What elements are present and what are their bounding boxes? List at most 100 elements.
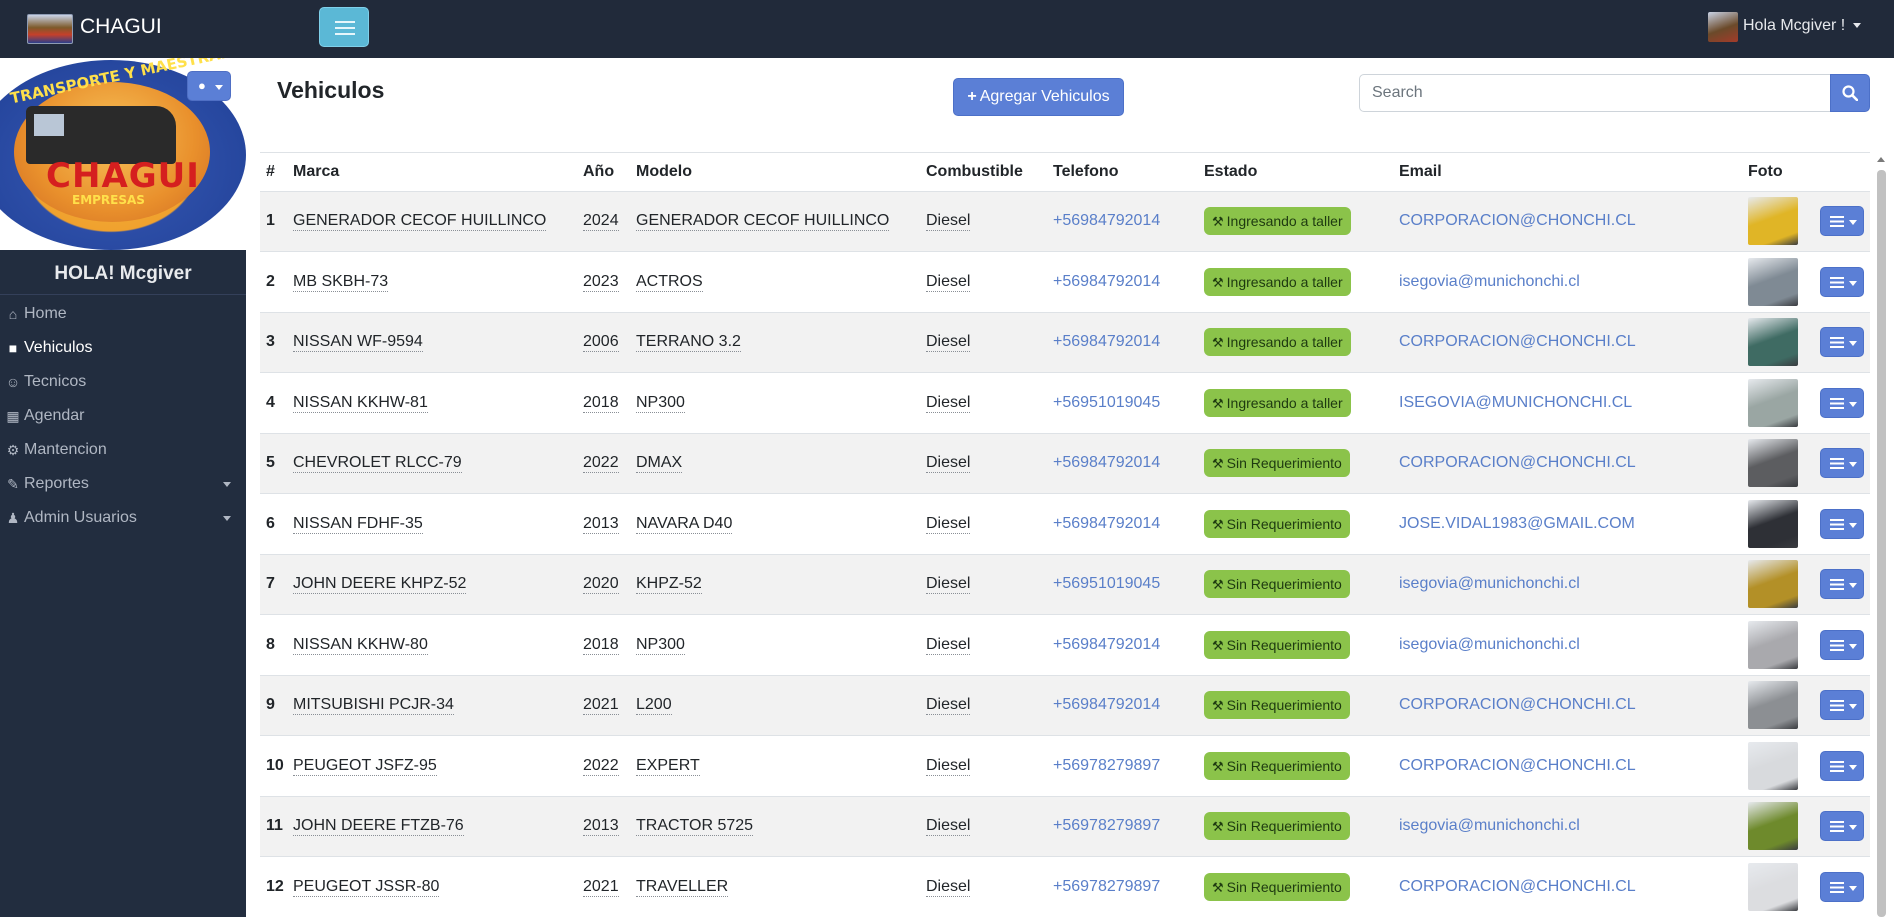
- email-link[interactable]: JOSE.VIDAL1983@GMAIL.COM: [1399, 514, 1635, 532]
- email-link[interactable]: CORPORACION@CHONCHI.CL: [1399, 212, 1636, 230]
- vehicle-modelo[interactable]: KHPZ-52: [636, 575, 702, 595]
- vehicle-marca[interactable]: NISSAN WF-9594: [293, 333, 423, 353]
- row-actions-button[interactable]: [1820, 811, 1864, 842]
- search-input[interactable]: [1359, 74, 1831, 112]
- vehicle-modelo[interactable]: TRAVELLER: [636, 877, 729, 897]
- add-vehicle-button[interactable]: + Agregar Vehiculos: [953, 78, 1124, 116]
- vehicle-marca[interactable]: NISSAN KKHW-81: [293, 393, 428, 413]
- vehicle-photo[interactable]: [1748, 681, 1798, 730]
- vehicle-year[interactable]: 2018: [583, 393, 619, 413]
- row-actions-button[interactable]: [1820, 629, 1864, 660]
- status-badge[interactable]: ⚒ Sin Requerimiento: [1204, 570, 1350, 599]
- phone-link[interactable]: +56984792014: [1053, 333, 1161, 351]
- row-actions-button[interactable]: [1820, 327, 1864, 358]
- vehicle-marca[interactable]: JOHN DEERE KHPZ-52: [293, 575, 467, 595]
- vehicle-fuel[interactable]: Diesel: [926, 514, 971, 534]
- vehicle-photo[interactable]: [1748, 318, 1798, 367]
- vehicle-photo[interactable]: [1748, 802, 1798, 851]
- scroll-up-arrow-icon[interactable]: [1877, 157, 1885, 162]
- status-badge[interactable]: ⚒ Sin Requerimiento: [1204, 509, 1350, 538]
- email-link[interactable]: CORPORACION@CHONCHI.CL: [1399, 877, 1636, 895]
- sidebar-item-admin-usuarios[interactable]: ♟ Admin Usuarios: [0, 503, 246, 533]
- user-menu-toggle[interactable]: Hola Mcgiver !: [1743, 17, 1846, 34]
- vehicle-marca[interactable]: MITSUBISHI PCJR-34: [293, 696, 454, 716]
- status-badge[interactable]: ⚒ Ingresando a taller: [1204, 207, 1351, 236]
- status-badge[interactable]: ⚒ Sin Requerimiento: [1204, 751, 1350, 780]
- vehicle-year[interactable]: 2021: [583, 696, 619, 716]
- vehicle-marca[interactable]: PEUGEOT JSFZ-95: [293, 756, 437, 776]
- status-badge[interactable]: ⚒ Ingresando a taller: [1204, 267, 1351, 296]
- vehicle-photo[interactable]: [1748, 439, 1798, 488]
- vehicle-photo[interactable]: [1748, 197, 1798, 246]
- row-actions-button[interactable]: [1820, 448, 1864, 479]
- vehicle-marca[interactable]: NISSAN KKHW-80: [293, 635, 428, 655]
- vehicle-photo[interactable]: [1748, 499, 1798, 548]
- vehicle-marca[interactable]: PEUGEOT JSSR-80: [293, 877, 440, 897]
- email-link[interactable]: isegovia@munichonchi.cl: [1399, 575, 1580, 593]
- row-actions-button[interactable]: [1820, 569, 1864, 600]
- vehicle-year[interactable]: 2013: [583, 817, 619, 837]
- row-actions-button[interactable]: [1820, 750, 1864, 781]
- row-actions-button[interactable]: [1820, 387, 1864, 418]
- email-link[interactable]: isegovia@munichonchi.cl: [1399, 635, 1580, 653]
- avatar[interactable]: [1708, 12, 1738, 42]
- vehicle-modelo[interactable]: ACTROS: [636, 272, 703, 292]
- phone-link[interactable]: +56951019045: [1053, 393, 1161, 411]
- brand-logo[interactable]: [27, 14, 73, 44]
- vehicle-fuel[interactable]: Diesel: [926, 696, 971, 716]
- vehicle-fuel[interactable]: Diesel: [926, 575, 971, 595]
- vehicle-fuel[interactable]: Diesel: [926, 756, 971, 776]
- vehicle-year[interactable]: 2018: [583, 635, 619, 655]
- brand-name[interactable]: CHAGUI: [80, 15, 162, 38]
- vehicle-year[interactable]: 2020: [583, 575, 619, 595]
- scrollbar-thumb[interactable]: [1877, 170, 1886, 917]
- email-link[interactable]: CORPORACION@CHONCHI.CL: [1399, 696, 1636, 714]
- row-actions-button[interactable]: [1820, 690, 1864, 721]
- email-link[interactable]: CORPORACION@CHONCHI.CL: [1399, 333, 1636, 351]
- vehicle-fuel[interactable]: Diesel: [926, 454, 971, 474]
- phone-link[interactable]: +56984792014: [1053, 635, 1161, 653]
- profile-dropdown-button[interactable]: ●: [187, 71, 231, 101]
- email-link[interactable]: CORPORACION@CHONCHI.CL: [1399, 756, 1636, 774]
- vehicle-fuel[interactable]: Diesel: [926, 877, 971, 897]
- phone-link[interactable]: +56984792014: [1053, 696, 1161, 714]
- vehicle-fuel[interactable]: Diesel: [926, 212, 971, 232]
- sidebar-item-vehiculos[interactable]: ■ Vehiculos: [0, 333, 246, 363]
- sidebar-toggle-button[interactable]: [319, 7, 369, 47]
- search-button[interactable]: [1830, 74, 1870, 112]
- vehicle-photo[interactable]: [1748, 560, 1798, 609]
- vehicle-year[interactable]: 2024: [583, 212, 619, 232]
- vehicle-fuel[interactable]: Diesel: [926, 817, 971, 837]
- sidebar-item-reportes[interactable]: ✎ Reportes: [0, 469, 246, 499]
- vehicle-photo[interactable]: [1748, 862, 1798, 911]
- row-actions-button[interactable]: [1820, 206, 1864, 237]
- vehicle-fuel[interactable]: Diesel: [926, 333, 971, 353]
- vehicle-modelo[interactable]: NP300: [636, 393, 685, 413]
- vehicle-year[interactable]: 2023: [583, 272, 619, 292]
- status-badge[interactable]: ⚒ Sin Requerimiento: [1204, 872, 1350, 901]
- phone-link[interactable]: +56951019045: [1053, 575, 1161, 593]
- status-badge[interactable]: ⚒ Sin Requerimiento: [1204, 812, 1350, 841]
- sidebar-item-mantencion[interactable]: ⚙ Mantencion: [0, 435, 246, 465]
- vehicle-modelo[interactable]: DMAX: [636, 454, 683, 474]
- vehicle-modelo[interactable]: NP300: [636, 635, 685, 655]
- phone-link[interactable]: +56984792014: [1053, 514, 1161, 532]
- vehicle-modelo[interactable]: GENERADOR CECOF HUILLINCO: [636, 212, 890, 232]
- vehicle-photo[interactable]: [1748, 257, 1798, 306]
- vehicle-modelo[interactable]: EXPERT: [636, 756, 700, 776]
- phone-link[interactable]: +56978279897: [1053, 877, 1161, 895]
- row-actions-button[interactable]: [1820, 266, 1864, 297]
- vehicle-fuel[interactable]: Diesel: [926, 635, 971, 655]
- vehicle-modelo[interactable]: NAVARA D40: [636, 514, 733, 534]
- vehicle-year[interactable]: 2021: [583, 877, 619, 897]
- sidebar-item-tecnicos[interactable]: ☺ Tecnicos: [0, 367, 246, 397]
- vehicle-modelo[interactable]: L200: [636, 696, 672, 716]
- email-link[interactable]: isegovia@munichonchi.cl: [1399, 817, 1580, 835]
- vehicle-marca[interactable]: JOHN DEERE FTZB-76: [293, 817, 464, 837]
- status-badge[interactable]: ⚒ Sin Requerimiento: [1204, 691, 1350, 720]
- vehicle-photo[interactable]: [1748, 741, 1798, 790]
- email-link[interactable]: CORPORACION@CHONCHI.CL: [1399, 454, 1636, 472]
- status-badge[interactable]: ⚒ Ingresando a taller: [1204, 328, 1351, 357]
- email-link[interactable]: ISEGOVIA@MUNICHONCHI.CL: [1399, 393, 1633, 411]
- vehicle-modelo[interactable]: TERRANO 3.2: [636, 333, 741, 353]
